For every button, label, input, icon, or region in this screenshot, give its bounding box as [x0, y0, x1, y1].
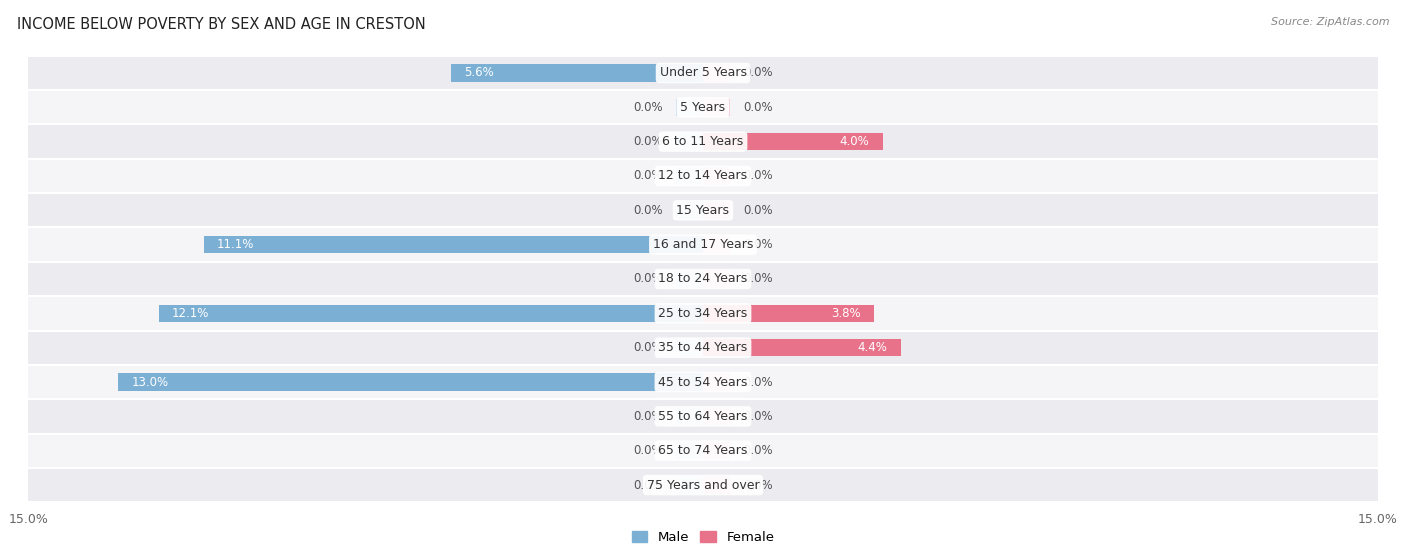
Text: 0.0%: 0.0% [633, 135, 662, 148]
Text: 18 to 24 Years: 18 to 24 Years [658, 272, 748, 286]
Bar [28, 159, 1378, 193]
Text: 0.0%: 0.0% [744, 444, 773, 457]
Bar [676, 133, 703, 150]
Text: 0.0%: 0.0% [633, 101, 662, 114]
Text: 5.6%: 5.6% [464, 66, 495, 79]
Text: 12.1%: 12.1% [172, 307, 209, 320]
Text: 0.0%: 0.0% [744, 410, 773, 423]
Text: 15 Years: 15 Years [676, 204, 730, 217]
Bar [28, 434, 1378, 468]
Bar [28, 193, 1378, 228]
Text: 0.0%: 0.0% [633, 170, 662, 182]
Text: 11.1%: 11.1% [217, 238, 254, 251]
Bar [676, 271, 703, 287]
Bar [703, 271, 730, 287]
Bar [204, 236, 703, 253]
Text: 0.0%: 0.0% [633, 341, 662, 354]
Text: 35 to 44 Years: 35 to 44 Years [658, 341, 748, 354]
Text: 55 to 64 Years: 55 to 64 Years [658, 410, 748, 423]
Bar [159, 305, 703, 322]
Text: Under 5 Years: Under 5 Years [659, 66, 747, 79]
Bar [676, 477, 703, 494]
Text: 0.0%: 0.0% [744, 101, 773, 114]
Bar [28, 365, 1378, 399]
Text: 12 to 14 Years: 12 to 14 Years [658, 170, 748, 182]
Bar [703, 64, 730, 81]
Text: 16 and 17 Years: 16 and 17 Years [652, 238, 754, 251]
Legend: Male, Female: Male, Female [626, 526, 780, 549]
Bar [703, 305, 875, 322]
Text: 0.0%: 0.0% [633, 272, 662, 286]
Bar [703, 339, 901, 356]
Text: 45 to 54 Years: 45 to 54 Years [658, 376, 748, 388]
Bar [28, 90, 1378, 124]
Text: 75 Years and over: 75 Years and over [647, 479, 759, 492]
Bar [28, 296, 1378, 330]
Bar [703, 373, 730, 391]
Text: 4.0%: 4.0% [839, 135, 869, 148]
Text: 0.0%: 0.0% [633, 204, 662, 217]
Bar [703, 408, 730, 425]
Bar [676, 99, 703, 116]
Text: 25 to 34 Years: 25 to 34 Years [658, 307, 748, 320]
Bar [703, 442, 730, 459]
Bar [676, 408, 703, 425]
Bar [28, 330, 1378, 365]
Bar [451, 64, 703, 81]
Bar [676, 202, 703, 219]
Bar [118, 373, 703, 391]
Text: 0.0%: 0.0% [744, 376, 773, 388]
Bar [703, 477, 730, 494]
Text: 0.0%: 0.0% [744, 66, 773, 79]
Text: 0.0%: 0.0% [744, 238, 773, 251]
Text: 65 to 74 Years: 65 to 74 Years [658, 444, 748, 457]
Bar [703, 236, 730, 253]
Text: 6 to 11 Years: 6 to 11 Years [662, 135, 744, 148]
Text: 0.0%: 0.0% [633, 410, 662, 423]
Text: 0.0%: 0.0% [744, 204, 773, 217]
Text: 0.0%: 0.0% [744, 170, 773, 182]
Bar [28, 468, 1378, 502]
Bar [28, 262, 1378, 296]
Text: 0.0%: 0.0% [633, 479, 662, 492]
Bar [676, 167, 703, 185]
Text: 0.0%: 0.0% [744, 479, 773, 492]
Text: 3.8%: 3.8% [831, 307, 860, 320]
Bar [28, 56, 1378, 90]
Bar [28, 399, 1378, 434]
Bar [676, 339, 703, 356]
Text: Source: ZipAtlas.com: Source: ZipAtlas.com [1271, 17, 1389, 27]
Text: 0.0%: 0.0% [633, 444, 662, 457]
Text: 4.4%: 4.4% [858, 341, 887, 354]
Bar [703, 167, 730, 185]
Bar [28, 228, 1378, 262]
Text: INCOME BELOW POVERTY BY SEX AND AGE IN CRESTON: INCOME BELOW POVERTY BY SEX AND AGE IN C… [17, 17, 426, 32]
Bar [703, 99, 730, 116]
Bar [28, 124, 1378, 159]
Bar [703, 133, 883, 150]
Text: 13.0%: 13.0% [132, 376, 169, 388]
Text: 0.0%: 0.0% [744, 272, 773, 286]
Bar [676, 442, 703, 459]
Text: 5 Years: 5 Years [681, 101, 725, 114]
Bar [703, 202, 730, 219]
